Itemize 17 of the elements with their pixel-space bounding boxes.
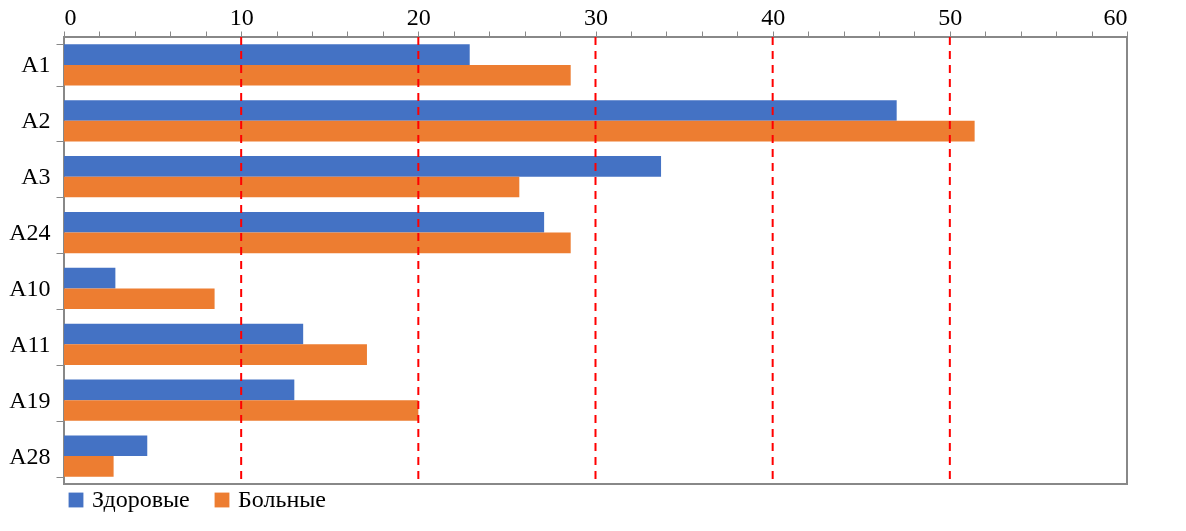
y-tick-label: A10	[9, 274, 51, 301]
y-tick-label: A19	[9, 386, 51, 413]
x-tick-label: 40	[761, 3, 786, 30]
x-tick-label: 30	[584, 3, 608, 30]
y-tick-label: A1	[21, 51, 51, 78]
x-tick-label: 50	[938, 3, 963, 30]
y-tick-label: A2	[21, 107, 51, 134]
x-tick-label: 10	[229, 3, 254, 30]
legend-label: Здоровые	[92, 486, 190, 512]
y-tick-label: A3	[21, 163, 51, 190]
y-tick-label: A11	[10, 330, 51, 357]
x-tick-label: 20	[406, 3, 431, 30]
x-tick-label: 0	[64, 3, 77, 30]
legend-label: Больные	[238, 486, 327, 512]
x-tick-label: 60	[1103, 3, 1128, 30]
y-tick-label: A28	[9, 442, 51, 469]
y-tick-label: A24	[9, 219, 51, 246]
